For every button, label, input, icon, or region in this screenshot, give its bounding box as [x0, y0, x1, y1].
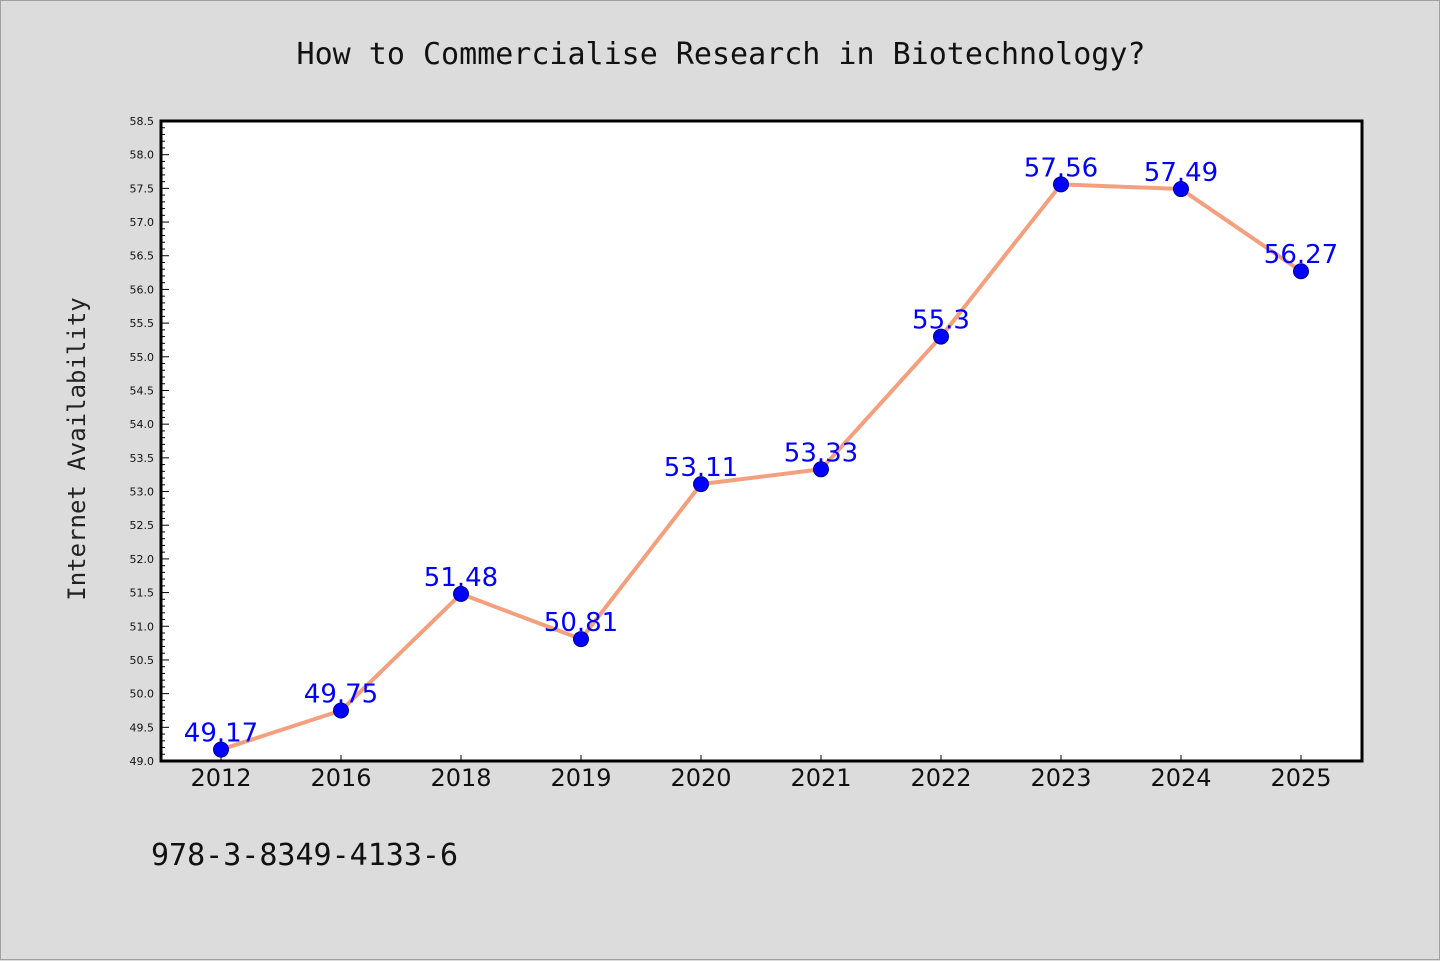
data-point [213, 741, 229, 758]
y-tick-label: 54.0 [130, 418, 155, 431]
y-tick-label: 51.0 [130, 620, 155, 633]
y-tick-label: 57.0 [130, 216, 155, 229]
y-tick-label: 53.0 [130, 486, 155, 499]
y-tick-label: 53.5 [130, 452, 155, 465]
data-label: 57.49 [1144, 158, 1218, 188]
chart-title: How to Commercialise Research in Biotech… [297, 37, 1146, 72]
x-tick-label: 2018 [430, 764, 491, 792]
data-point [1293, 263, 1309, 280]
y-tick-label: 52.5 [130, 519, 155, 532]
x-tick-label: 2012 [190, 764, 251, 792]
x-tick-label: 2016 [310, 764, 371, 792]
y-tick-label: 54.5 [130, 384, 155, 397]
plot-area [161, 121, 1362, 761]
series-line [219, 182, 1303, 752]
data-point [1173, 181, 1189, 198]
data-point [333, 702, 349, 719]
y-tick-label: 57.5 [130, 182, 155, 195]
data-point [813, 461, 829, 478]
isbn-footer: 978-3-8349-4133-6 [151, 838, 458, 873]
data-label: 51.48 [424, 563, 498, 593]
y-tick-label: 55.0 [130, 351, 155, 364]
y-axis-label: Internet Availability [63, 297, 91, 600]
y-tick-label: 58.0 [130, 149, 155, 162]
y-tick-label: 50.0 [130, 688, 155, 701]
y-tick-label: 51.5 [130, 587, 155, 600]
y-tick-label: 52.0 [130, 553, 155, 566]
data-label: 49.75 [304, 679, 378, 709]
y-axis: 49.0 49.5 50.0 50.5 51.0 51.5 52.0 52.5 53.0 53.5… [130, 115, 169, 768]
data-label: 49.17 [184, 719, 258, 749]
y-tick-label: 49.5 [130, 721, 155, 734]
data-label: 53.33 [784, 438, 858, 468]
y-tick-label: 56.0 [130, 283, 155, 296]
x-axis: 2012 2016 2018 2019 2020 2021 2022 2023 2024 2025 [190, 755, 1332, 792]
x-tick-label: 2022 [910, 764, 971, 792]
data-point [693, 476, 709, 493]
y-tick-label: 58.5 [130, 115, 155, 128]
data-label: 56.27 [1264, 240, 1338, 270]
x-tick-label: 2021 [790, 764, 851, 792]
x-tick-label: 2024 [1150, 764, 1211, 792]
data-label: 53.11 [664, 453, 738, 483]
y-tick-label: 55.5 [130, 317, 155, 330]
y-tick-label: 56.5 [130, 250, 155, 263]
x-tick-label: 2019 [550, 764, 611, 792]
data-label: 50.81 [544, 608, 618, 638]
plot-border [159, 119, 1364, 763]
data-markers [213, 176, 1309, 758]
y-tick-label: 49.0 [130, 755, 155, 768]
y-tick-label: 50.5 [130, 654, 155, 667]
data-point [573, 631, 589, 648]
data-labels: 49.17 49.75 51.48 50.81 53.11 53.33 55.3 57.56 5… [184, 153, 1338, 748]
x-tick-label: 2023 [1030, 764, 1091, 792]
data-label: 57.56 [1024, 153, 1098, 183]
x-tick-label: 2020 [670, 764, 731, 792]
data-point [453, 585, 469, 602]
data-label: 55.3 [912, 306, 970, 336]
data-point [1053, 176, 1069, 193]
data-point [933, 328, 949, 345]
x-tick-label: 2025 [1270, 764, 1331, 792]
